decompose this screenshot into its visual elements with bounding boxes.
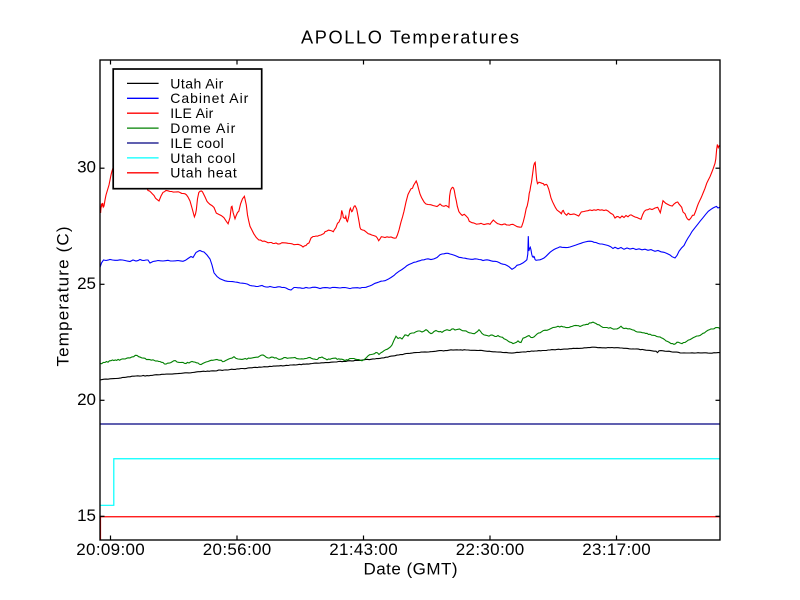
svg-text:20:09:00: 20:09:00 <box>76 540 145 559</box>
svg-text:20:56:00: 20:56:00 <box>203 540 272 559</box>
svg-text:23:17:00: 23:17:00 <box>582 540 651 559</box>
svg-text:25: 25 <box>77 274 96 293</box>
svg-text:ILE Air: ILE Air <box>170 105 213 121</box>
svg-text:Utah heat: Utah heat <box>170 165 237 181</box>
svg-text:20: 20 <box>77 390 96 409</box>
svg-text:Utah Air: Utah Air <box>170 75 223 91</box>
svg-text:Dome Air: Dome Air <box>170 120 235 136</box>
svg-text:30: 30 <box>77 158 96 177</box>
svg-text:Temperature (C): Temperature (C) <box>53 227 72 367</box>
svg-text:APOLLO Temperatures: APOLLO Temperatures <box>301 28 519 48</box>
svg-text:21:43:00: 21:43:00 <box>329 540 398 559</box>
svg-text:Utah cool: Utah cool <box>170 150 235 166</box>
svg-text:Cabinet Air: Cabinet Air <box>170 90 248 106</box>
svg-text:15: 15 <box>77 506 96 525</box>
svg-text:22:30:00: 22:30:00 <box>456 540 525 559</box>
svg-text:Date (GMT): Date (GMT) <box>364 559 458 578</box>
svg-text:ILE cool: ILE cool <box>170 135 224 151</box>
